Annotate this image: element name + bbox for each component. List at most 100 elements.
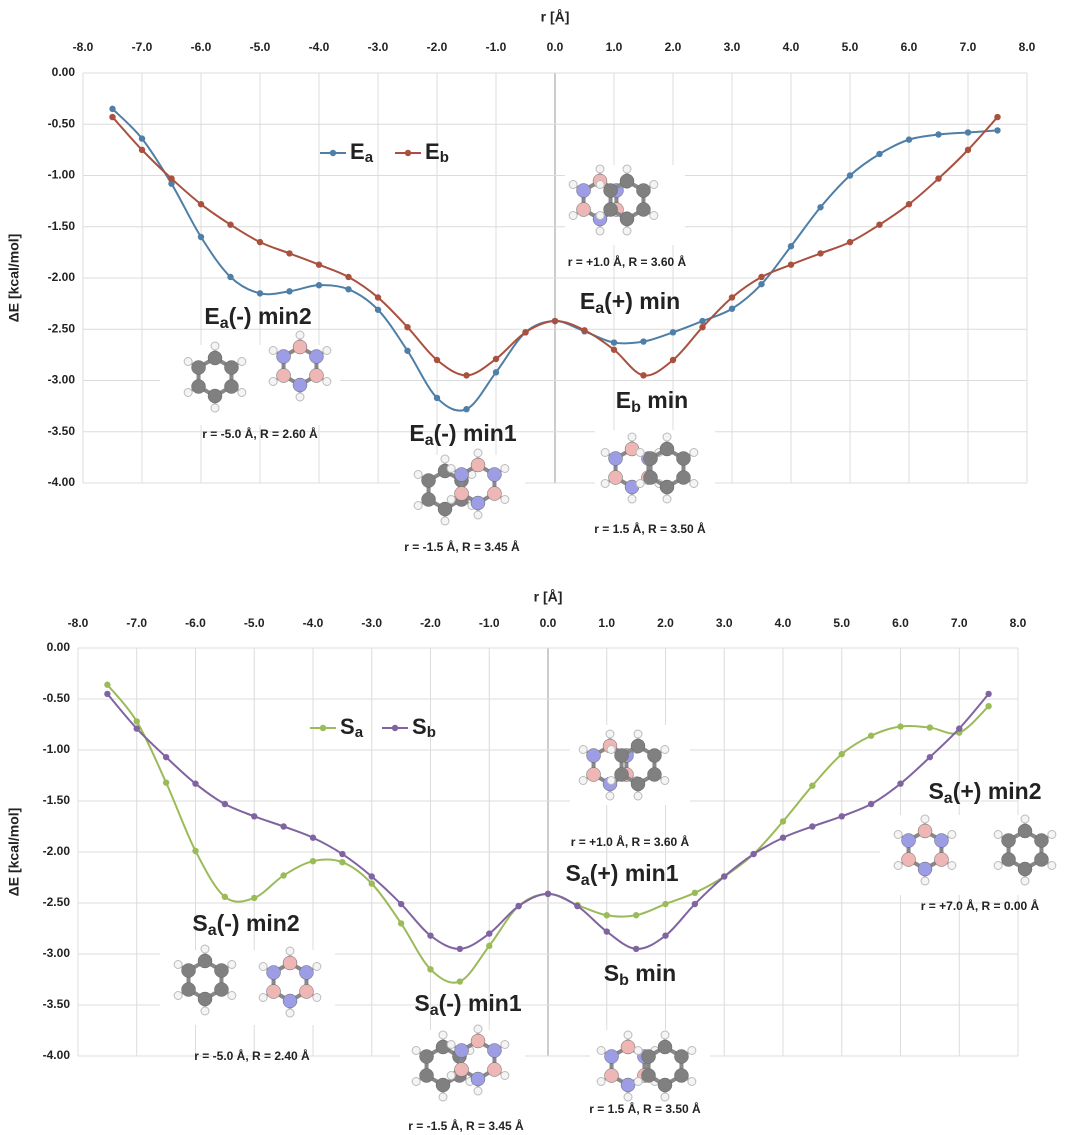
- data-point: [463, 372, 470, 379]
- data-point: [404, 347, 411, 354]
- legend-label: Ea: [350, 139, 374, 166]
- molecule-image: [160, 330, 340, 425]
- data-point: [339, 859, 346, 866]
- data-point: [640, 372, 647, 379]
- hydrogen-atom: [473, 510, 483, 520]
- data-point: [280, 872, 287, 879]
- data-point: [691, 900, 699, 908]
- data-point: [256, 290, 264, 297]
- data-point: [905, 136, 913, 143]
- data-point: [876, 150, 883, 158]
- atom: [630, 738, 646, 754]
- annotation-part: a: [425, 432, 434, 449]
- x-tick-label: 5.0: [842, 40, 859, 54]
- atom: [608, 470, 623, 485]
- legend-marker: [391, 724, 399, 732]
- atom: [266, 965, 281, 980]
- y-tick-label: -4.00: [43, 1048, 71, 1062]
- hydrogen-atom: [595, 180, 605, 189]
- hydrogen-atom: [183, 388, 193, 397]
- hydrogen-atom: [173, 960, 183, 969]
- hydrogen-atom: [446, 1040, 456, 1049]
- y-tick-label: -3.50: [43, 997, 71, 1011]
- hydrogen-atom: [1047, 861, 1057, 870]
- annotation-part: min: [629, 960, 676, 986]
- data-point: [897, 780, 904, 787]
- hydrogen-atom: [473, 1024, 483, 1034]
- atom: [282, 955, 298, 971]
- atom: [657, 1077, 673, 1093]
- data-point: [787, 243, 795, 250]
- atom: [292, 377, 308, 393]
- atom: [454, 467, 469, 482]
- hydrogen-atom: [622, 164, 632, 174]
- annotation-label: Ea(+) min: [580, 288, 680, 317]
- data-point: [486, 942, 493, 950]
- x-tick-label: 2.0: [657, 616, 674, 630]
- data-point: [433, 356, 441, 364]
- annotation-label: Sa(+) min2: [928, 778, 1041, 807]
- molecule-image: [400, 1024, 525, 1108]
- atom: [917, 823, 933, 839]
- annotation-part: b: [619, 972, 629, 989]
- hydrogen-atom: [627, 432, 637, 442]
- hydrogen-atom: [500, 495, 510, 504]
- hydrogen-atom: [473, 448, 483, 458]
- hydrogen-atom: [687, 1077, 697, 1086]
- legend-label-part: a: [355, 724, 364, 741]
- annotation-caption: r = 1.5 Å, R = 3.50 Å: [594, 521, 706, 536]
- data-point: [876, 221, 883, 228]
- legend-marker: [319, 724, 327, 732]
- data-point: [846, 172, 854, 179]
- data-point: [632, 945, 640, 953]
- atom: [630, 776, 646, 792]
- data-point: [867, 732, 875, 739]
- chart-panel: -8.0 -7.0 -6.0 -5.0 -4.0 -3.0 -2.0 -1.0 0.0 1.0 2.…: [6, 9, 1036, 554]
- atom: [276, 368, 291, 383]
- x-tick-label: 4.0: [775, 616, 792, 630]
- atom: [604, 1068, 619, 1083]
- hydrogen-atom: [947, 861, 957, 870]
- atom: [619, 211, 635, 227]
- atom: [299, 965, 314, 980]
- annotation-part: E: [580, 288, 595, 314]
- data-point: [197, 201, 205, 208]
- data-point: [964, 146, 972, 154]
- hydrogen-atom: [500, 464, 510, 473]
- data-point: [397, 920, 405, 927]
- data-point: [758, 280, 765, 288]
- hydrogen-atom: [920, 876, 930, 886]
- hydrogen-atom: [568, 211, 578, 220]
- x-tick-label: -8.0: [68, 616, 89, 630]
- data-point: [935, 175, 942, 182]
- atom: [470, 457, 486, 473]
- y-tick-label: -1.50: [48, 219, 76, 233]
- atom: [608, 451, 623, 466]
- hydrogen-atom: [662, 494, 672, 504]
- image-background: [570, 725, 690, 805]
- hydrogen-atom: [446, 464, 456, 473]
- data-point: [809, 823, 816, 830]
- hydrogen-atom: [578, 776, 588, 785]
- y-tick-label: -0.50: [43, 691, 71, 705]
- data-point: [551, 317, 559, 325]
- molecule-image: [570, 725, 690, 805]
- annotation-part: min: [641, 387, 688, 413]
- atom: [487, 1062, 502, 1077]
- data-point: [515, 902, 522, 910]
- hydrogen-atom: [1020, 876, 1030, 886]
- hydrogen-atom: [411, 1077, 421, 1086]
- hydrogen-atom: [660, 1092, 670, 1102]
- annotation-part: (+) min: [604, 288, 680, 314]
- hydrogen-atom: [689, 479, 699, 488]
- hydrogen-atom: [500, 1071, 510, 1080]
- hydrogen-atom: [595, 226, 605, 236]
- data-point: [867, 800, 875, 808]
- hydrogen-atom: [200, 944, 210, 954]
- data-point: [168, 175, 175, 182]
- x-axis-title: r [Å]: [534, 589, 563, 605]
- atom: [454, 486, 469, 501]
- x-tick-label: 4.0: [783, 40, 800, 54]
- hydrogen-atom: [633, 1077, 643, 1086]
- hydrogen-atom: [258, 962, 268, 971]
